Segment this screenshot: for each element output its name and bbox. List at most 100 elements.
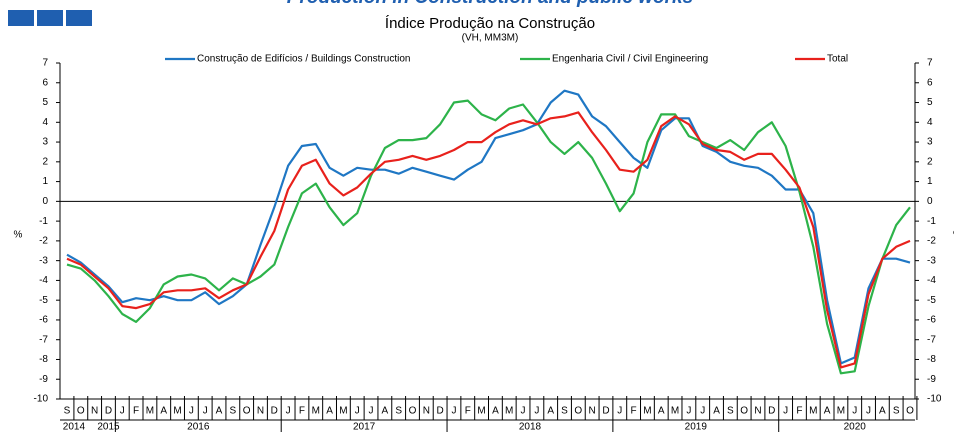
x-tick-label: S bbox=[893, 406, 900, 417]
y2-tick-label: 6 bbox=[927, 77, 933, 88]
legend-label: Construção de Edifícios / Buildings Cons… bbox=[197, 54, 410, 65]
logo-block bbox=[66, 10, 92, 26]
y2-tick-label: -5 bbox=[927, 295, 936, 306]
y2-tick-label: -4 bbox=[927, 275, 936, 286]
x-tick-label: S bbox=[561, 406, 568, 417]
x-tick-label: S bbox=[64, 406, 71, 417]
y2-tick-label: -9 bbox=[927, 374, 936, 385]
year-label: 2017 bbox=[353, 422, 376, 432]
y-tick-label: -2 bbox=[39, 236, 48, 247]
x-tick-label: M bbox=[643, 406, 651, 417]
y2-tick-label: 2 bbox=[927, 156, 933, 167]
year-label: 2015 bbox=[97, 422, 120, 432]
x-tick-label: N bbox=[91, 406, 98, 417]
x-tick-label: D bbox=[768, 406, 775, 417]
x-tick-label: J bbox=[451, 406, 456, 417]
year-label: 2016 bbox=[187, 422, 210, 432]
logo-block bbox=[8, 10, 34, 26]
x-tick-label: S bbox=[230, 406, 237, 417]
y2-tick-label: -7 bbox=[927, 334, 936, 345]
x-tick-label: F bbox=[796, 406, 802, 417]
chart-subtitle: Índice Produção na Construção bbox=[385, 15, 595, 32]
x-tick-label: J bbox=[617, 406, 622, 417]
y2-tick-label: -6 bbox=[927, 315, 936, 326]
x-tick-label: M bbox=[671, 406, 679, 417]
x-tick-label: M bbox=[312, 406, 320, 417]
x-tick-label: M bbox=[837, 406, 845, 417]
y-tick-label: 2 bbox=[42, 156, 48, 167]
x-tick-label: J bbox=[866, 406, 871, 417]
y-tick-label: -4 bbox=[39, 275, 48, 286]
x-tick-label: S bbox=[395, 406, 402, 417]
x-tick-label: A bbox=[160, 406, 167, 417]
series-line bbox=[66, 99, 911, 375]
y-tick-label: 7 bbox=[42, 58, 48, 69]
x-tick-label: J bbox=[189, 406, 194, 417]
y-tick-label: 1 bbox=[42, 176, 48, 187]
y2-tick-label: 0 bbox=[927, 196, 933, 207]
x-tick-label: D bbox=[602, 406, 609, 417]
y-axis-label: % bbox=[14, 230, 23, 241]
x-tick-label: J bbox=[369, 406, 374, 417]
x-tick-label: O bbox=[243, 406, 251, 417]
x-tick-label: M bbox=[146, 406, 154, 417]
x-tick-label: M bbox=[173, 406, 181, 417]
y-tick-label: 0 bbox=[42, 196, 48, 207]
year-label: 2018 bbox=[519, 422, 542, 432]
x-tick-label: A bbox=[547, 406, 554, 417]
legend-label: Total bbox=[827, 54, 848, 65]
y2-tick-label: 1 bbox=[927, 176, 933, 187]
x-tick-label: J bbox=[783, 406, 788, 417]
y2-tick-label: -3 bbox=[927, 255, 936, 266]
y2-tick-label: -8 bbox=[927, 354, 936, 365]
y2-tick-label: 4 bbox=[927, 117, 933, 128]
series-line bbox=[66, 111, 911, 369]
x-tick-label: M bbox=[809, 406, 817, 417]
y-tick-label: 6 bbox=[42, 77, 48, 88]
x-tick-label: O bbox=[409, 406, 417, 417]
x-tick-label: J bbox=[203, 406, 208, 417]
x-tick-label: M bbox=[505, 406, 513, 417]
x-tick-label: O bbox=[574, 406, 582, 417]
chart-title: Production in Construction and public wo… bbox=[287, 0, 693, 8]
logo-block bbox=[37, 10, 63, 26]
y-tick-label: -10 bbox=[34, 394, 49, 405]
y-tick-label: -7 bbox=[39, 334, 48, 345]
x-tick-label: A bbox=[879, 406, 886, 417]
x-tick-label: A bbox=[216, 406, 223, 417]
y-tick-label: 5 bbox=[42, 97, 48, 108]
x-tick-label: S bbox=[727, 406, 734, 417]
y-tick-label: 4 bbox=[42, 117, 48, 128]
x-tick-label: D bbox=[105, 406, 112, 417]
x-tick-label: M bbox=[477, 406, 485, 417]
x-tick-label: J bbox=[355, 406, 360, 417]
x-tick-label: N bbox=[257, 406, 264, 417]
year-label: 2020 bbox=[844, 422, 867, 432]
x-tick-label: J bbox=[852, 406, 857, 417]
year-label: 2019 bbox=[685, 422, 708, 432]
y-tick-label: 3 bbox=[42, 137, 48, 148]
y2-tick-label: 3 bbox=[927, 137, 933, 148]
x-tick-label: J bbox=[700, 406, 705, 417]
x-tick-label: A bbox=[326, 406, 333, 417]
x-tick-label: O bbox=[906, 406, 914, 417]
x-tick-label: O bbox=[740, 406, 748, 417]
x-tick-label: J bbox=[686, 406, 691, 417]
x-tick-label: M bbox=[339, 406, 347, 417]
y-tick-label: -1 bbox=[39, 216, 48, 227]
x-tick-label: N bbox=[423, 406, 430, 417]
x-tick-label: F bbox=[631, 406, 637, 417]
x-tick-label: A bbox=[382, 406, 389, 417]
x-tick-label: A bbox=[713, 406, 720, 417]
y-tick-label: -8 bbox=[39, 354, 48, 365]
y-tick-label: -5 bbox=[39, 295, 48, 306]
x-tick-label: J bbox=[534, 406, 539, 417]
y-tick-label: -9 bbox=[39, 374, 48, 385]
x-tick-label: N bbox=[589, 406, 596, 417]
legend-label: Engenharia Civil / Civil Engineering bbox=[552, 54, 708, 65]
x-tick-label: O bbox=[77, 406, 85, 417]
x-tick-label: A bbox=[658, 406, 665, 417]
y2-tick-label: 5 bbox=[927, 97, 933, 108]
y2-tick-label: -1 bbox=[927, 216, 936, 227]
